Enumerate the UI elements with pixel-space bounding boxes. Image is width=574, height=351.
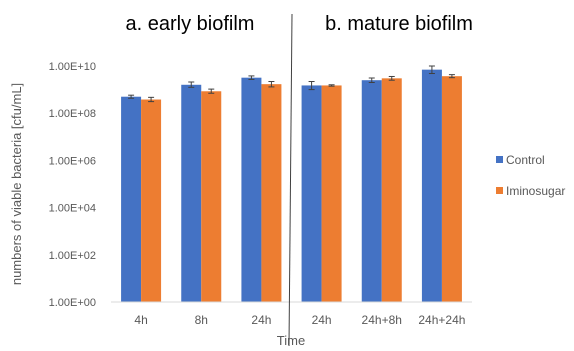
y-axis: 1.00E+00 1.00E+02 1.00E+04 1.00E+06 1.00E+08… — [49, 61, 96, 309]
legend-label-control: Control — [506, 153, 545, 167]
x-tick-label: 8h — [195, 313, 208, 327]
legend-swatch-iminosugar — [496, 187, 503, 194]
x-tick-label: 24h — [312, 313, 332, 327]
legend: Control Iminosugar — [496, 153, 565, 198]
x-tick-label: 24h+24h — [418, 313, 465, 327]
y-tick-label: 1.00E+10 — [49, 61, 96, 73]
bar — [201, 91, 222, 302]
x-axis: 4h 8h 24h 24h 24h+8h 24h+24h — [134, 313, 465, 327]
bar — [121, 96, 142, 302]
bar — [361, 80, 382, 302]
y-axis-title: numbers of viable bacteria [cfu/mL] — [9, 83, 24, 285]
panel-title-mature: b. mature biofilm — [325, 13, 473, 35]
y-tick-label: 1.00E+08 — [49, 108, 96, 120]
x-tick-label: 24h — [251, 313, 271, 327]
bar — [181, 84, 202, 302]
bar — [381, 78, 402, 302]
legend-label-iminosugar: Iminosugar — [506, 184, 565, 198]
legend-swatch-control — [496, 156, 503, 163]
bar-series — [121, 65, 462, 303]
x-tick-label: 24h+8h — [362, 313, 402, 327]
bar — [301, 85, 322, 302]
y-tick-label: 1.00E+02 — [49, 250, 96, 262]
y-tick-label: 1.00E+00 — [49, 297, 96, 309]
bar — [421, 69, 442, 302]
bar — [441, 76, 462, 303]
x-axis-title: Time — [277, 333, 305, 348]
panel-title-early: a. early biofilm — [126, 13, 255, 35]
x-tick-label: 4h — [134, 313, 147, 327]
bar — [261, 84, 282, 302]
bar — [141, 99, 162, 302]
bar — [241, 77, 262, 302]
panel-divider — [288, 13, 293, 347]
y-tick-label: 1.00E+06 — [49, 155, 96, 167]
bar — [321, 85, 342, 302]
y-tick-label: 1.00E+04 — [49, 203, 96, 215]
